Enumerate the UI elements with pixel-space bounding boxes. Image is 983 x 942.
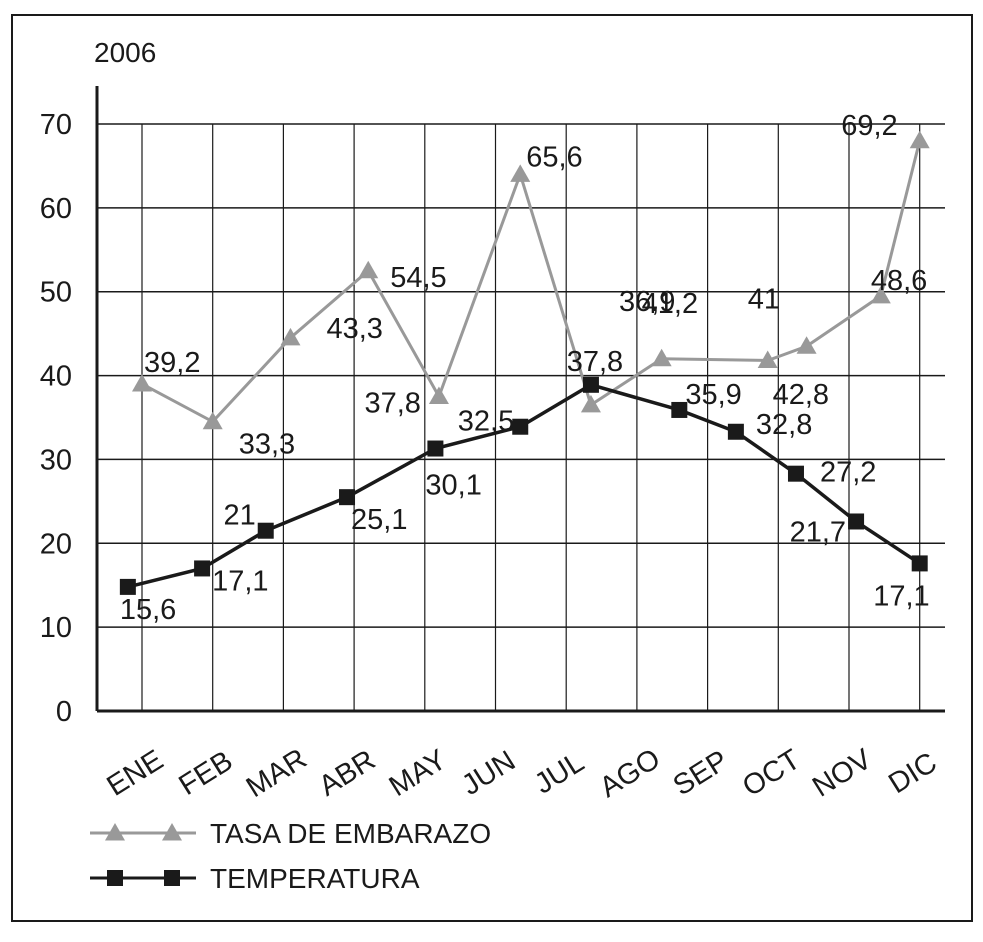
y-tick-label: 30 <box>40 444 72 476</box>
series-line <box>127 382 921 589</box>
triangle-marker <box>651 348 672 367</box>
square-marker <box>427 440 444 457</box>
series-layer <box>119 130 930 595</box>
y-tick-label: 70 <box>40 109 72 141</box>
y-tick-label: 20 <box>40 528 72 560</box>
y-tick-label: 50 <box>40 277 72 309</box>
legend-label: TASA DE EMBARAZO <box>210 818 491 849</box>
triangle-marker <box>428 386 449 405</box>
data-label: 32,5 <box>458 406 514 438</box>
triangle-marker <box>162 823 182 841</box>
data-label: 54,5 <box>390 262 446 294</box>
data-label: 37,8 <box>567 346 623 378</box>
data-label: 30,1 <box>425 470 481 502</box>
chart-title: 2006 <box>94 37 156 68</box>
data-label: 27,2 <box>820 457 876 489</box>
legend-entry: TASA DE EMBARAZO <box>90 818 491 849</box>
square-marker <box>582 376 599 393</box>
square-marker <box>727 423 744 440</box>
triangle-marker <box>796 336 817 354</box>
square-marker <box>911 555 928 572</box>
square-marker <box>164 870 180 886</box>
y-tick-label: 0 <box>56 696 72 728</box>
square-marker <box>339 489 356 506</box>
data-label: 41 <box>748 283 780 315</box>
data-label: 33,3 <box>239 429 295 461</box>
square-marker <box>194 560 211 577</box>
data-label: 21 <box>223 500 255 532</box>
series-pregnancy-rate <box>132 130 930 430</box>
data-labels: 39,2 33,3 43,354,5 37,8 65,6 36,941,2 41 42,8 48… <box>120 110 930 626</box>
data-label: 15,6 <box>120 594 176 626</box>
series-temperature <box>119 376 928 595</box>
data-label: 25,1 <box>351 504 407 536</box>
grid <box>97 123 945 711</box>
triangle-marker <box>280 327 301 346</box>
triangle-marker <box>105 823 125 841</box>
data-label: 39,2 <box>144 347 200 379</box>
square-marker <box>119 578 136 595</box>
legend-entry: TEMPERATURA <box>90 863 420 894</box>
data-label: 41,2 <box>642 288 698 320</box>
data-label: 36,9 <box>619 286 675 318</box>
data-label: 65,6 <box>526 141 582 173</box>
data-label: 17,1 <box>873 580 929 612</box>
data-label: 21,7 <box>790 516 846 548</box>
triangle-marker <box>510 164 531 182</box>
series-line <box>141 140 922 424</box>
data-label: 42,8 <box>773 379 829 411</box>
outer-frame <box>11 14 973 922</box>
triangle-marker <box>358 260 379 279</box>
square-marker <box>257 522 274 539</box>
y-tick-label: 10 <box>40 612 72 644</box>
triangle-marker <box>580 394 601 413</box>
data-label: 69,2 <box>841 110 897 142</box>
triangle-marker <box>132 373 152 392</box>
square-marker <box>848 513 865 530</box>
data-label: 32,8 <box>756 409 812 441</box>
square-marker <box>512 418 529 435</box>
square-marker <box>671 401 688 418</box>
data-label: 48,6 <box>871 265 927 297</box>
data-label: 37,8 <box>364 388 420 420</box>
y-tick-label: 40 <box>40 361 72 393</box>
data-label: 43,3 <box>326 313 382 345</box>
legend: TASA DE EMBARAZO TEMPERATURA <box>90 818 491 894</box>
triangle-marker <box>870 285 891 304</box>
square-marker <box>107 870 123 886</box>
legend-label: TEMPERATURA <box>210 863 420 894</box>
data-label: 35,9 <box>685 379 741 411</box>
y-tick-label: 60 <box>40 193 72 225</box>
data-label: 17,1 <box>212 565 268 597</box>
triangle-marker <box>909 130 930 149</box>
square-marker <box>787 465 804 482</box>
triangle-marker <box>757 350 778 368</box>
triangle-marker <box>202 411 223 430</box>
